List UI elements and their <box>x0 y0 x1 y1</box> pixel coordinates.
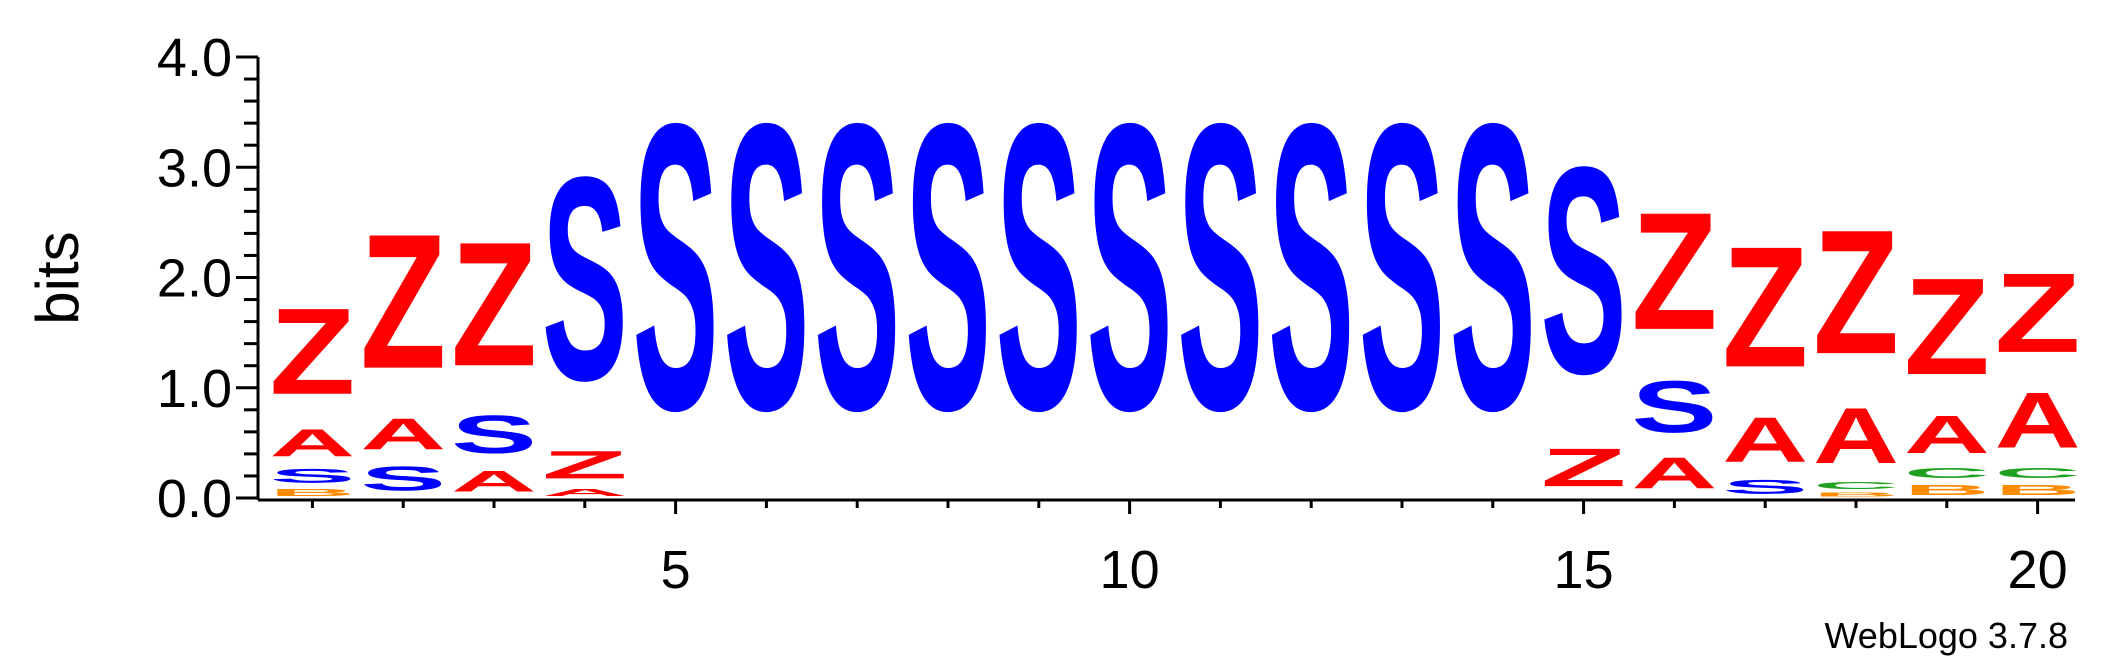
x-tick-label: 10 <box>1100 540 1160 600</box>
logo-letter-s-pos-9: S <box>996 40 1082 496</box>
x-tick-label: 5 <box>661 540 691 600</box>
logo-letter-c-pos-19: C <box>1904 465 1990 482</box>
logo-letter-z-pos-19: Z <box>1904 249 1990 403</box>
logo-letter-s-pos-3: S <box>451 404 537 465</box>
logo-letter-s-pos-13: S <box>1359 40 1445 496</box>
logo-letter-s-pos-11: S <box>1177 40 1263 496</box>
x-tick-label: 20 <box>2008 540 2068 600</box>
x-axis: 5 10 15 20 <box>258 498 2075 600</box>
logo-letter-s-pos-5: S <box>633 40 719 496</box>
y-tick-label: 1.0 <box>157 359 232 419</box>
logo-letter-s-pos-4: S <box>542 117 628 441</box>
logo-letter-b-pos-1: B <box>269 487 355 498</box>
logo-letter-a-pos-17: A <box>1722 404 1808 476</box>
logo-letter-z-pos-15: Z <box>1541 437 1627 498</box>
y-tick-label: 3.0 <box>157 138 232 198</box>
logo-letter-c-pos-18: C <box>1813 480 1899 491</box>
weblogo-credit: WebLogo 3.7.8 <box>1824 615 2068 656</box>
logo-letter-a-pos-2: A <box>360 410 446 459</box>
y-tick-label: 4.0 <box>157 28 232 88</box>
logo-letter-z-pos-20: Z <box>1995 250 2081 377</box>
logo-letter-z-pos-18: Z <box>1813 193 1899 391</box>
y-tick-label: 2.0 <box>157 249 232 309</box>
logo-letter-b-pos-18: B <box>1813 491 1899 498</box>
y-tick-label: 0.0 <box>157 469 232 529</box>
logo-letter-a-pos-3: A <box>451 465 537 498</box>
logo-letter-s-pos-10: S <box>1087 40 1173 496</box>
logo-letter-a-pos-18: A <box>1813 393 1899 480</box>
logo-letter-s-pos-15: S <box>1541 107 1627 436</box>
logo-letter-a-pos-16: A <box>1631 449 1717 498</box>
logo-letter-s-pos-12: S <box>1268 40 1354 496</box>
y-axis-label: bits <box>24 231 91 324</box>
logo-letter-s-pos-1: S <box>269 465 355 487</box>
logo-letter-c-pos-20: C <box>1995 465 2081 482</box>
logo-letter-z-pos-2: Z <box>360 194 446 408</box>
y-axis: 0.0 1.0 2.0 3.0 4.0 <box>157 28 260 529</box>
logo-letter-s-pos-8: S <box>905 40 991 496</box>
logo-letter-s-pos-17: S <box>1722 476 1808 498</box>
logo-letter-s-pos-2: S <box>360 459 446 497</box>
logo-letter-a-pos-4: A <box>542 487 628 498</box>
logo-letter-b-pos-20: B <box>1995 481 2081 498</box>
logo-letter-z-pos-1: Z <box>269 283 355 421</box>
logo-letter-a-pos-1: A <box>269 421 355 465</box>
logo-letter-s-pos-6: S <box>723 40 809 496</box>
logo-letter-s-pos-7: S <box>814 40 900 496</box>
logo-letter-z-pos-17: Z <box>1722 212 1808 404</box>
logo-letter-s-pos-16: S <box>1631 366 1717 448</box>
logo-letter-s-pos-14: S <box>1450 40 1536 496</box>
logo-letter-z-pos-4: Z <box>542 443 628 487</box>
logo-letter-z-pos-16: Z <box>1631 177 1717 364</box>
logo-letter-b-pos-19: B <box>1904 481 1990 498</box>
logo-letter-a-pos-19: A <box>1904 404 1990 465</box>
logo-letter-z-pos-3: Z <box>451 205 537 403</box>
x-tick-label: 15 <box>1554 540 1614 600</box>
logo-letter-a-pos-20: A <box>1995 377 2081 464</box>
